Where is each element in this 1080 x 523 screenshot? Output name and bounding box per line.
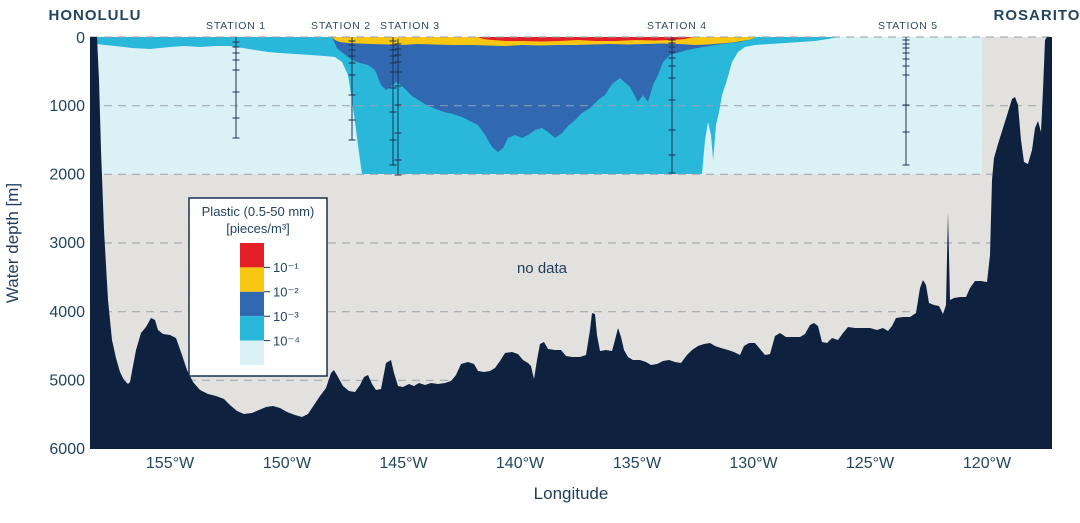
lt-cyan-notch [702,122,714,174]
ytick-3000: 3000 [49,235,85,252]
legend-swatch-blue [240,291,264,317]
station-lines [232,37,910,176]
legend-label-1e-2: 10⁻² [273,285,299,300]
station-5-line [902,37,910,166]
seafloor-bathymetry [90,37,1052,449]
station-3-lines [389,37,402,176]
ytick-4000: 4000 [49,304,85,321]
legend: Plastic (0.5-50 mm) [pieces/m³] 10⁻¹ 10⁻… [188,197,328,377]
legend-swatch-red [240,243,264,268]
y-axis-title: Water depth [m] [3,183,22,303]
concentration-1e-1-region [478,37,693,42]
legend-swatch-yellow [240,267,264,292]
station-4-line [668,37,676,174]
legend-title: Plastic (0.5-50 mm) [202,204,315,219]
legend-units: [pieces/m³] [226,221,290,236]
station-2-line [348,37,356,141]
ytick-2000: 2000 [49,167,85,184]
station-1-label: STATION 1 [206,20,266,32]
station-3-label: STATION 3 [380,20,440,32]
station-5-label: STATION 5 [878,20,938,32]
xtick-155w: 155°W [146,455,195,472]
legend-label-1e-1: 10⁻¹ [273,260,299,275]
station-4-label: STATION 4 [647,20,707,32]
legend-swatch-ltcyan [240,340,264,365]
xtick-120w: 120°W [963,455,1012,472]
xtick-125w: 125°W [846,455,895,472]
xtick-145w: 145°W [379,455,428,472]
xtick-150w: 150°W [263,455,312,472]
no-data-label: no data [517,260,568,277]
legend-colorbar [240,243,270,365]
ytick-6000: 6000 [49,441,85,458]
ytick-1000: 1000 [49,98,85,115]
ytick-0: 0 [76,30,85,47]
ytick-5000: 5000 [49,373,85,390]
y-axis-tick-labels: 0 1000 2000 3000 4000 5000 6000 [49,30,85,458]
legend-swatch-teal [240,316,264,341]
xtick-140w: 140°W [496,455,545,472]
xtick-135w: 135°W [613,455,662,472]
station-1-line [232,37,240,139]
legend-label-1e-4: 10⁻⁴ [273,334,300,349]
x-axis-tick-labels: 155°W 150°W 145°W 140°W 135°W 130°W 125°… [146,455,1012,472]
x-axis-title: Longitude [534,484,609,503]
concentration-1e-3-region [332,37,755,152]
rosarito-label: ROSARITO [994,7,1080,24]
honolulu-label: HONOLULU [49,7,142,24]
station-2-label: STATION 2 [311,20,371,32]
legend-tick-marks [264,266,270,342]
xtick-130w: 130°W [729,455,778,472]
legend-label-1e-3: 10⁻³ [273,309,299,324]
